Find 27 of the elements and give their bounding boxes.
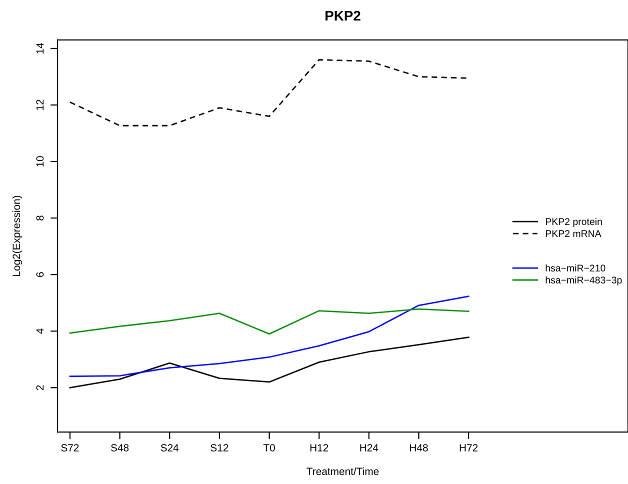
y-tick-label: 12 [36,100,44,110]
chart-title: PKP2 [326,10,360,21]
x-axis-title: Treatment/Time [306,467,379,476]
line-series [69,308,470,335]
x-tick-label: H72 [460,444,478,452]
x-tick-label: S12 [210,444,228,452]
line-series [69,336,470,388]
x-tick-label: S72 [61,444,79,452]
legend-label: hsa−miR−210 [546,264,606,272]
x-tick-label: T0 [263,444,275,452]
y-tick-label: 8 [36,216,44,220]
legend-label: PKP2 mRNA [546,230,602,237]
x-tick-label: H24 [360,444,378,452]
x-tick-label: S48 [111,444,129,452]
y-tick-label: 10 [36,156,44,167]
y-tick-label: 2 [36,385,44,390]
y-axis-title: Log2(Expression) [12,196,22,276]
legend-label: hsa−miR−483−3p [546,276,622,286]
y-tick-label: 4 [36,328,44,334]
x-tick-label: S24 [160,444,179,452]
x-tick-label: H48 [410,444,428,452]
y-tick-label: 6 [36,272,44,277]
legend-label: PKP2 protein [546,218,602,227]
x-tick-label: H12 [310,444,328,452]
line-series [69,296,470,378]
y-tick-label: 14 [36,42,44,54]
line-series [69,59,470,126]
